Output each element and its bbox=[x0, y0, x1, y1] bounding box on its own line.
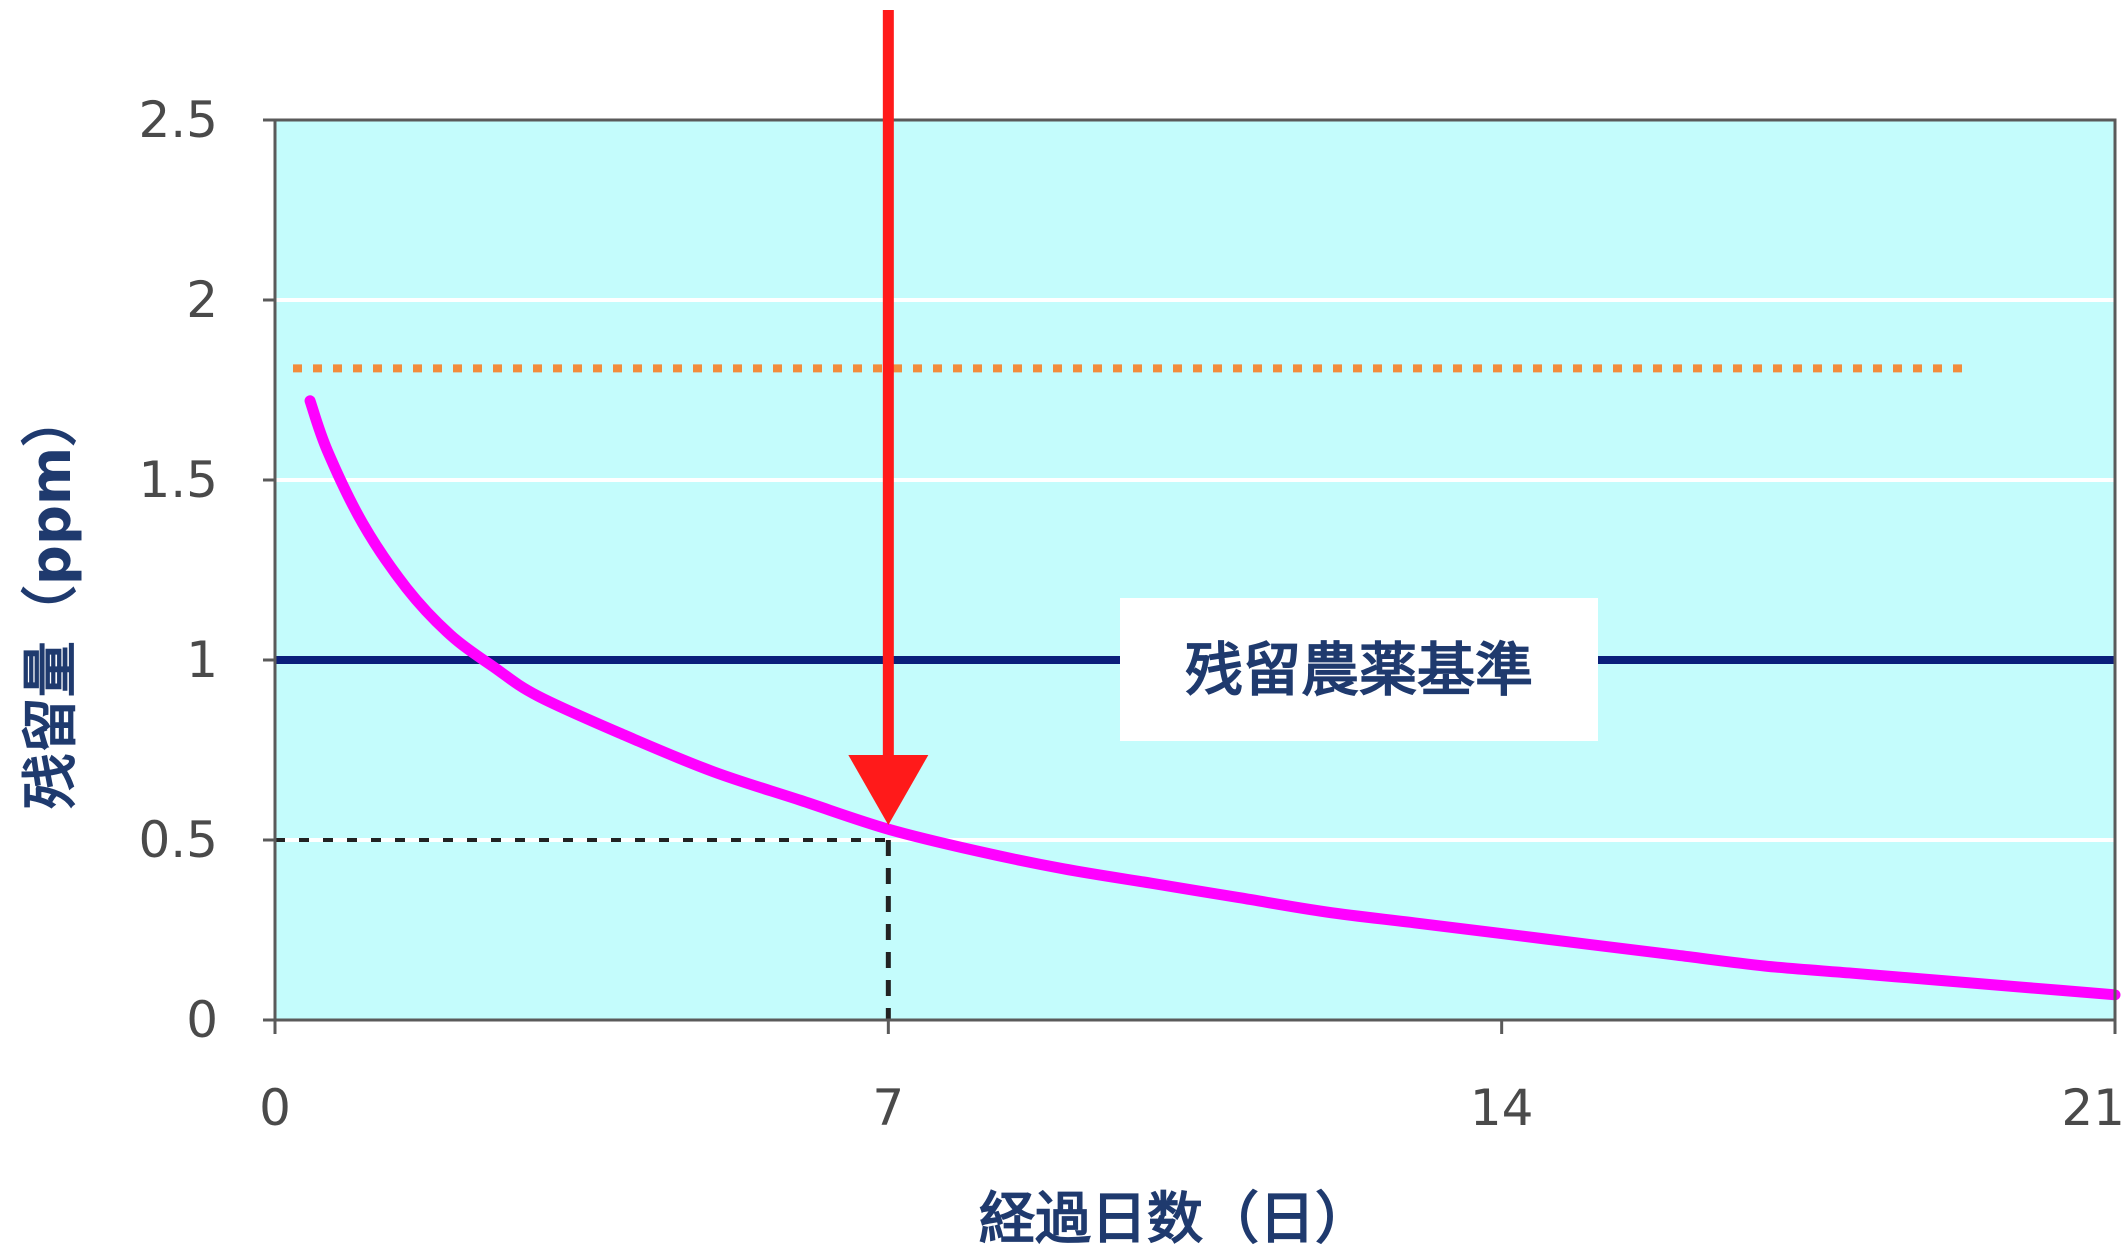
y-axis-title: 残留量（ppm） bbox=[19, 391, 84, 810]
plot-border bbox=[273, 118, 2117, 1022]
guide-lines bbox=[275, 838, 891, 1020]
x-axis-ticks: 0 7 14 21 bbox=[259, 1020, 2125, 1137]
y-tick-label: 0.5 bbox=[138, 811, 218, 869]
x-tick-label: 7 bbox=[872, 1079, 904, 1137]
x-tick-label: 21 bbox=[2061, 1079, 2125, 1137]
y-tick-label: 1 bbox=[186, 631, 218, 689]
x-axis-title: 経過日数（日） bbox=[979, 1187, 1371, 1252]
x-tick-label: 14 bbox=[1470, 1079, 1534, 1137]
day7-arrow bbox=[848, 10, 929, 825]
y-tick-label: 0 bbox=[186, 991, 218, 1049]
y-tick-label: 1.5 bbox=[138, 451, 218, 509]
arrow-head bbox=[848, 755, 929, 825]
plot-area bbox=[275, 120, 2115, 1020]
y-tick-label: 2 bbox=[186, 271, 218, 329]
annotation-label: 残留農薬基準 bbox=[1185, 636, 1533, 704]
y-tick-label: 2.5 bbox=[138, 91, 218, 149]
residue-curve bbox=[304, 395, 2121, 1001]
y-axis-ticks: 0 0.5 1 1.5 2 2.5 bbox=[138, 91, 275, 1049]
x-tick-label: 0 bbox=[259, 1079, 291, 1137]
annotation-box bbox=[1120, 598, 1598, 741]
